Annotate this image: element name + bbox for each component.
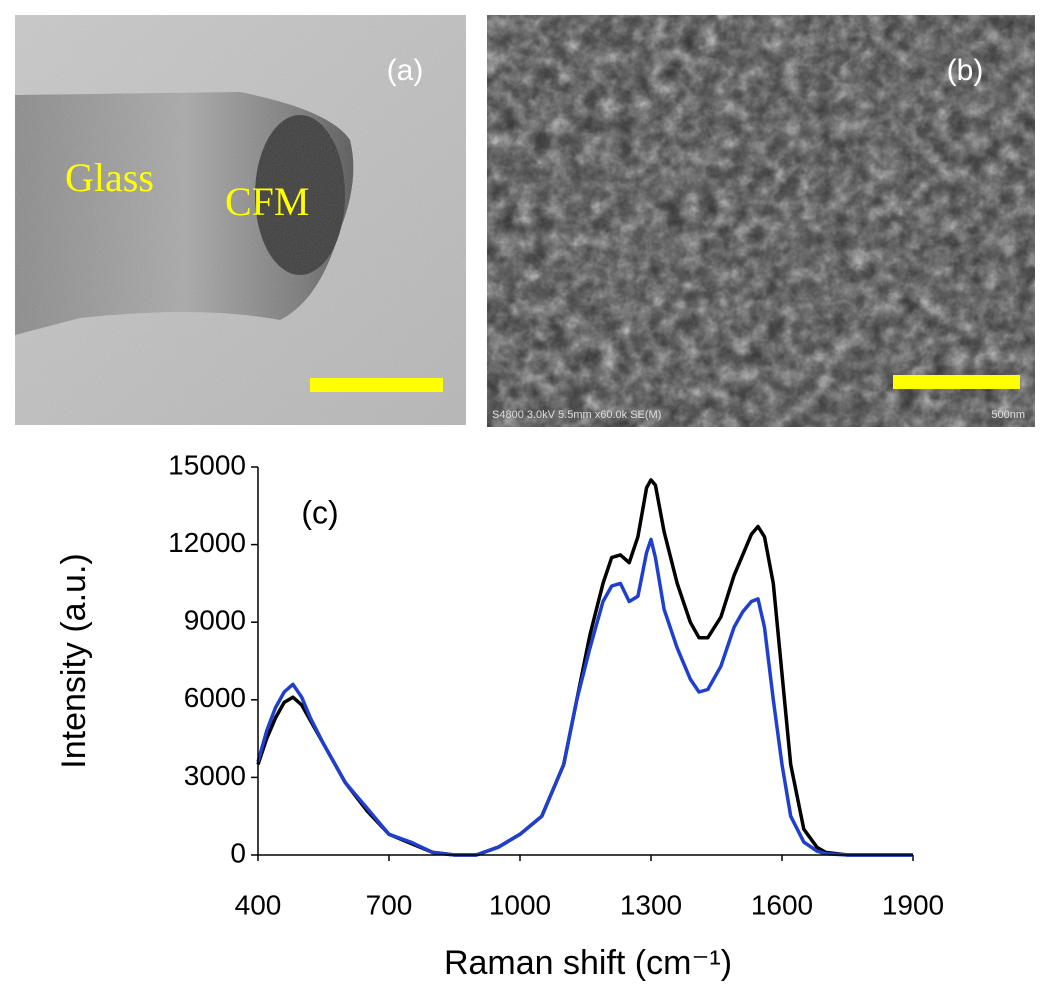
x-axis-label: Raman shift (cm⁻¹)	[444, 944, 732, 982]
y-axis-label: Intensity (a.u.)	[55, 553, 93, 768]
y-tick-label: 9000	[184, 605, 246, 636]
x-tick-label: 400	[235, 889, 282, 920]
panel-label: (b)	[947, 54, 984, 87]
y-tick-label: 12000	[168, 527, 246, 558]
panel-a-texture	[15, 15, 466, 425]
y-tick-label: 0	[230, 837, 246, 868]
panel-a: (a) Glass CFM	[15, 15, 466, 425]
x-tick-label: 700	[366, 889, 413, 920]
sem-info: S4800 3.0kV 5.5mm x60.0k SE(M)	[492, 409, 661, 421]
chart-c: (c) Raman shift (cm⁻¹) Intensity (a.u.) …	[55, 449, 944, 982]
panel-b-texture	[487, 15, 1035, 427]
sem-scale: 500nm	[991, 409, 1025, 421]
series-line	[256, 537, 913, 857]
x-tick-label: 1000	[489, 889, 551, 920]
panel-label: (c)	[301, 494, 338, 530]
annotation: Glass	[65, 155, 154, 200]
x-tick-label: 1600	[751, 889, 813, 920]
y-tick-label: 3000	[184, 760, 246, 791]
x-tick-label: 1900	[882, 889, 944, 920]
y-tick-label: 6000	[184, 682, 246, 713]
scale-bar	[310, 378, 443, 392]
panel-label: (a)	[387, 54, 424, 87]
x-tick-label: 1300	[620, 889, 682, 920]
panel-b: (b) S4800 3.0kV 5.5mm x60.0k SE(M) 500nm	[487, 15, 1035, 427]
scale-bar	[893, 375, 1020, 389]
annotation: CFM	[225, 179, 310, 224]
y-tick-label: 15000	[168, 449, 246, 480]
